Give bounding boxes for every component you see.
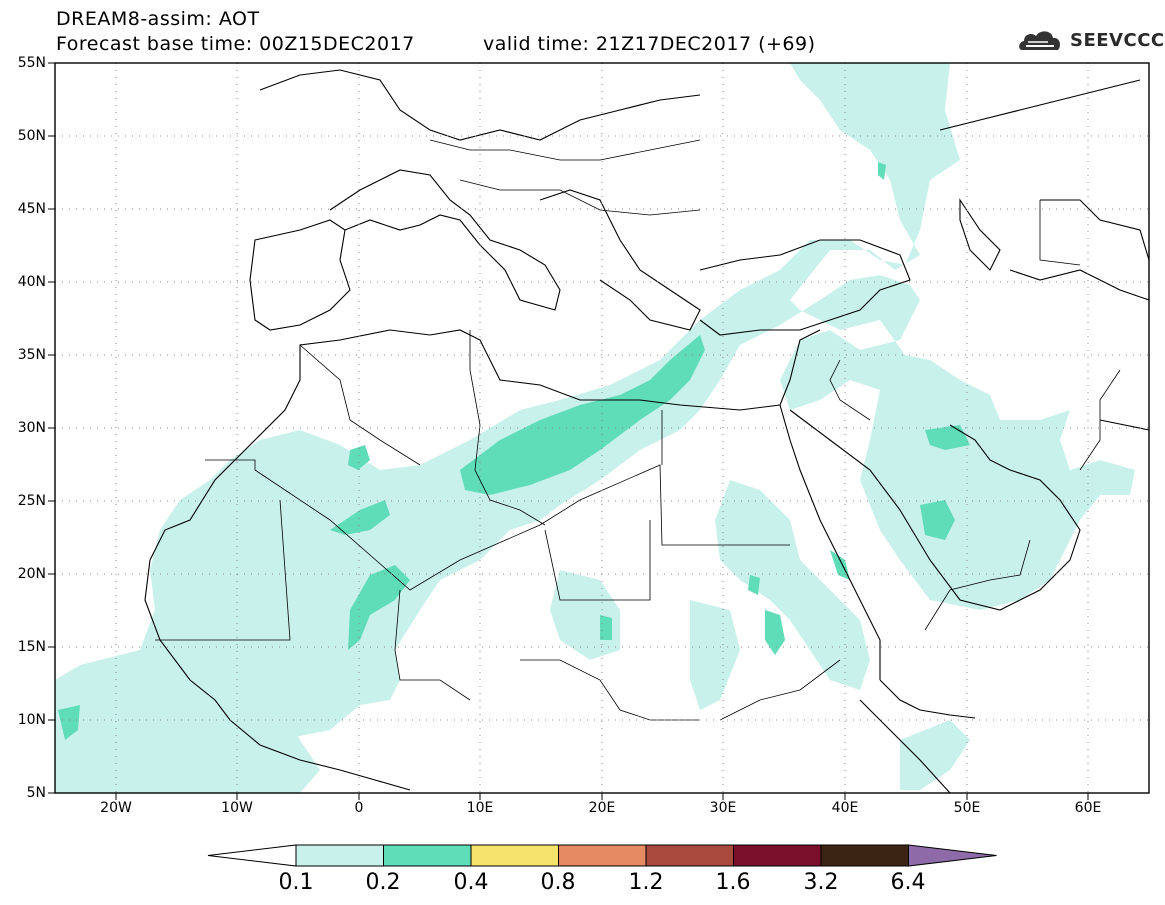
colorbar-segment	[383, 844, 472, 867]
colorbar-label: 0.8	[540, 870, 576, 895]
lon-label: 30E	[709, 800, 737, 816]
lon-label: 10E	[466, 800, 494, 816]
lon-label: 40E	[831, 800, 859, 816]
lat-label: 50N	[17, 128, 46, 144]
lat-label: 25N	[17, 493, 46, 509]
colorbar	[207, 844, 997, 867]
base-time-label: Forecast base time: 00Z15DEC2017	[56, 33, 415, 55]
lon-label: 50E	[953, 800, 981, 816]
colorbar-label: 0.4	[453, 870, 489, 895]
lon-label: 10W	[221, 800, 253, 816]
colorbar-arrow-left	[207, 844, 297, 867]
lat-label: 30N	[17, 420, 46, 436]
lon-label: 0	[354, 800, 364, 816]
colorbar-label: 1.6	[715, 870, 751, 895]
aot-field-mid	[58, 162, 970, 740]
map-title: DREAM8-assim: AOT	[56, 8, 260, 30]
grid-lines	[55, 63, 1149, 793]
lat-label: 5N	[26, 785, 46, 801]
logo-text: SEEVCCC	[1070, 30, 1165, 51]
colorbar-segment	[295, 844, 384, 867]
colorbar-arrow-right	[908, 844, 997, 867]
lat-label: 15N	[17, 639, 46, 655]
tick-marks	[48, 62, 1089, 800]
colorbar-label: 0.1	[278, 870, 314, 895]
colorbar-segment	[733, 844, 822, 867]
colorbar-segment	[645, 844, 734, 867]
lat-label: 10N	[17, 712, 46, 728]
colorbar-label: 3.2	[803, 870, 839, 895]
colorbar-segment	[820, 844, 909, 867]
lat-label: 20N	[17, 566, 46, 582]
lon-label: 20W	[100, 800, 132, 816]
lat-label: 40N	[17, 274, 46, 290]
lon-label: 20E	[588, 800, 616, 816]
lon-label: 60E	[1074, 800, 1102, 816]
lat-label: 35N	[17, 347, 46, 363]
lat-label: 55N	[17, 55, 46, 71]
coastlines	[144, 69, 1149, 793]
lat-label: 45N	[17, 201, 46, 217]
valid-time-label: valid time: 21Z17DEC2017 (+69)	[483, 33, 816, 55]
cloud-logo-icon	[1019, 31, 1061, 50]
colorbar-label: 0.2	[365, 870, 401, 895]
colorbar-label: 1.2	[628, 870, 664, 895]
colorbar-label: 6.4	[890, 870, 926, 895]
colorbar-segment	[470, 844, 559, 867]
colorbar-segment	[558, 844, 647, 867]
borders	[155, 139, 1121, 721]
